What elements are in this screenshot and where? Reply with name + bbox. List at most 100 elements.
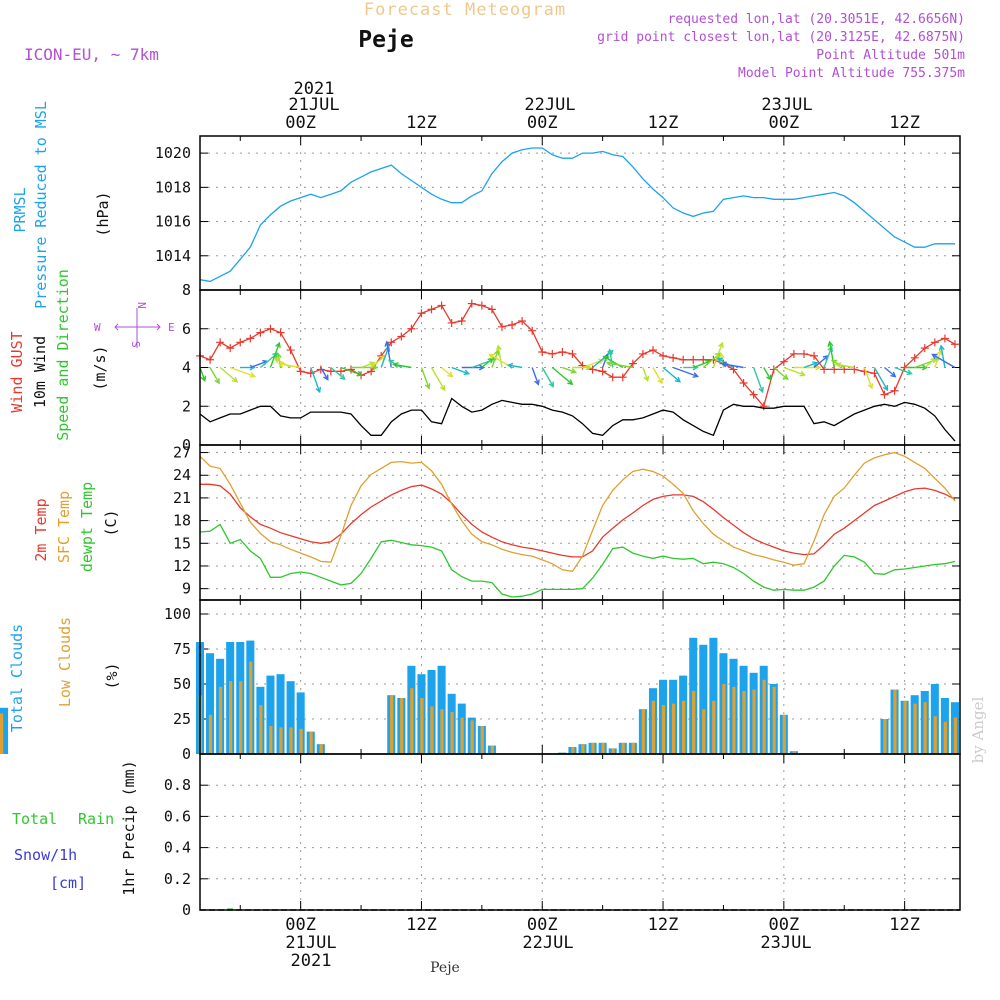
wind-arrow	[662, 366, 681, 383]
wind-arrow-head	[931, 353, 938, 360]
panel-temperature: 9 12 15 18 21 24 27	[173, 444, 961, 601]
y-tick-label: 25	[173, 710, 191, 728]
wind-arrow-head	[275, 341, 281, 349]
wind-arrow-head	[439, 385, 446, 392]
bottom-date-3: 23JUL	[760, 933, 811, 953]
label-dewpt-temp: dewpt Temp	[78, 482, 96, 572]
gust-marker	[266, 324, 275, 333]
label-snow: Snow/1h	[14, 846, 77, 864]
gust-marker	[387, 338, 396, 347]
wind-arrow-head	[384, 345, 391, 352]
low-cloud-bar	[480, 726, 484, 754]
gust-marker	[417, 309, 426, 318]
low-cloud-bar	[309, 731, 313, 754]
gust-marker	[467, 299, 476, 308]
top-time-tick: 00Z	[768, 113, 799, 133]
low-cloud-bar	[208, 714, 213, 754]
panel-frame	[199, 753, 961, 911]
wind-arrow	[823, 346, 833, 368]
wind-arrow	[752, 367, 764, 393]
gust-marker	[749, 390, 758, 399]
gust-marker	[789, 349, 798, 358]
bottom-time-tick: 00Z	[527, 915, 558, 935]
wind-arrow-head	[657, 378, 663, 385]
bottom-time-tick: 00Z	[285, 915, 316, 935]
wind-arrow-head	[782, 374, 789, 381]
label-percent: (%)	[103, 662, 121, 689]
label-pressure-msl: Pressure Reduced to MSL	[32, 101, 50, 309]
gust-marker	[447, 318, 456, 327]
gust-marker	[286, 346, 295, 355]
grid-point-coords: grid point closest lon,lat (20.3125E, 42…	[597, 30, 965, 45]
wind-arrow-head	[567, 379, 574, 386]
wind-arrow-head	[506, 362, 514, 369]
low-cloud-bar	[279, 727, 283, 754]
low-cloud-bar	[249, 661, 253, 754]
series-line-10m-wind	[199, 397, 956, 442]
gust-marker	[648, 346, 657, 355]
gust-marker	[538, 348, 547, 356]
wind-arrow	[393, 363, 412, 369]
low-cloud-bar	[702, 709, 706, 754]
panel-wind: 0 2 4 6 8	[114, 281, 961, 454]
series-line-2m-temp	[200, 483, 956, 558]
gust-marker	[236, 338, 245, 347]
wind-arrow-head	[369, 361, 376, 367]
wind-arrow-head	[392, 362, 399, 369]
panel-frame	[199, 599, 961, 755]
wind-arrow-head	[936, 349, 943, 356]
panel-frame	[199, 444, 961, 601]
gust-marker	[910, 353, 919, 362]
y-tick-label: 1014	[155, 247, 191, 265]
low-cloud-bar	[440, 709, 444, 754]
y-tick-label: 0.8	[164, 776, 191, 794]
low-cloud-bar	[490, 745, 494, 754]
low-cloud-bar	[259, 705, 263, 754]
gust-marker	[457, 317, 466, 325]
gust-marker	[226, 344, 235, 353]
gust-marker	[518, 317, 527, 325]
wind-arrow-head	[277, 361, 284, 368]
gust-marker	[890, 386, 899, 395]
top-date-1: 21JUL	[288, 95, 339, 115]
label-prmsl: PRMSL	[11, 187, 29, 232]
wind-arrow-head	[249, 364, 256, 371]
wind-arrow	[481, 357, 494, 369]
total-cloud-bar	[709, 637, 718, 754]
bottom-year: 2021	[291, 951, 332, 971]
wind-arrow	[310, 367, 321, 393]
wind-arrow-head	[384, 340, 391, 347]
bottom-time-tick: 12Z	[648, 915, 679, 935]
gust-marker	[508, 320, 517, 329]
panel-frame	[199, 135, 961, 291]
wind-arrow-head	[387, 359, 395, 366]
wind-arrow-head	[921, 364, 929, 371]
wind-arrow-head	[867, 383, 874, 390]
top-time-tick: 12Z	[889, 113, 920, 133]
wind-arrow	[420, 367, 430, 389]
gust-marker	[810, 351, 819, 360]
wind-arrow	[269, 342, 281, 368]
wind-arrow-head	[275, 352, 282, 359]
compass-west: W	[94, 321, 101, 334]
series-line-sfc-temp	[199, 451, 956, 573]
label-10m-wind: 10m Wind	[31, 336, 49, 408]
low-cloud-bar	[923, 702, 927, 754]
y-tick-label: 50	[173, 675, 191, 693]
wind-arrow	[672, 366, 698, 378]
gust-marker	[528, 326, 537, 335]
gust-marker	[276, 328, 285, 337]
wind-arrow	[340, 366, 362, 376]
gust-marker	[336, 367, 345, 376]
wind-arrow-head	[249, 372, 257, 378]
wind-arrow	[320, 367, 329, 380]
wind-arrow-head	[548, 381, 554, 388]
gust-marker	[920, 344, 929, 353]
wind-arrow	[508, 364, 523, 369]
compass-east: E	[168, 321, 175, 334]
low-cloud-bar	[601, 742, 605, 754]
wind-arrow-head	[882, 385, 889, 392]
gust-marker	[638, 349, 647, 358]
wind-arrow-head	[674, 376, 682, 383]
